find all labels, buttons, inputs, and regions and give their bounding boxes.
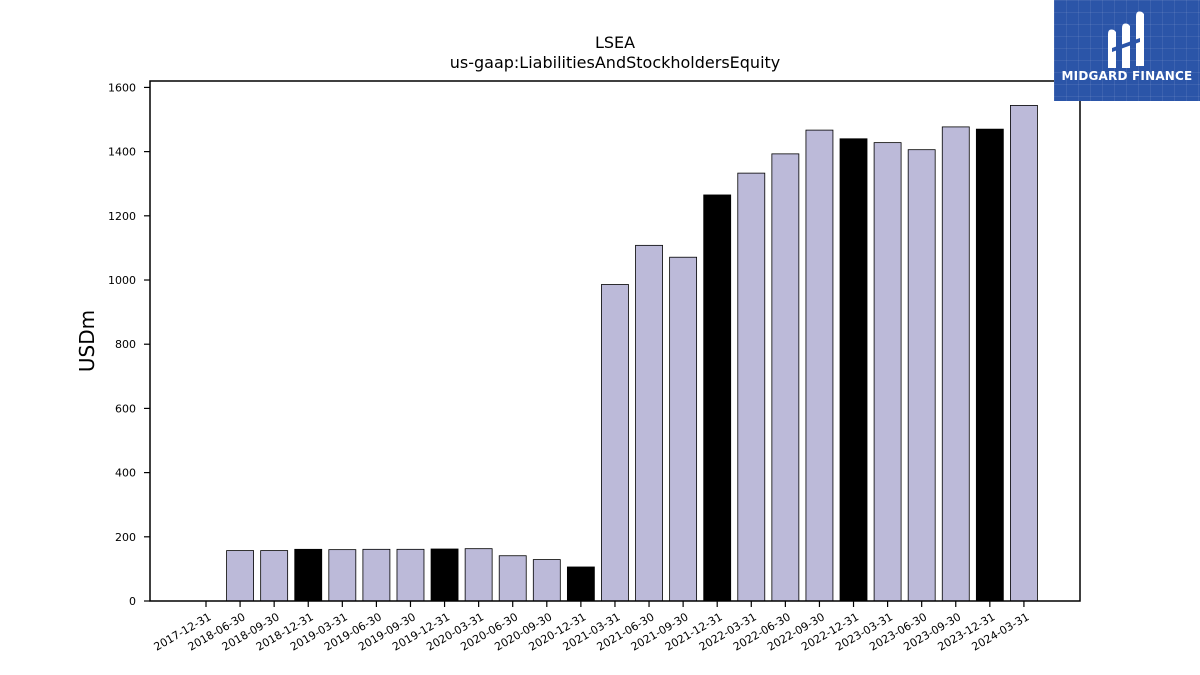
y-tick-label: 800 [115,338,136,351]
bar-2023-12-31 [975,128,1004,602]
bar-2022-12-31 [839,138,868,602]
plot-frame [149,80,1081,602]
bar-2022-03-31 [737,172,766,602]
y-tick-label: 1400 [108,146,136,159]
bar-2022-09-30 [805,129,834,602]
bar-2023-09-30 [941,126,970,602]
bar-2018-12-31 [294,548,323,602]
y-axis-label: USDm [75,310,99,372]
chart-subtitle: us-gaap:LiabilitiesAndStockholdersEquity [450,53,781,72]
bar-2019-12-31 [430,548,459,602]
bar-2018-09-30 [260,550,289,602]
brand-logo: MIDGARD FINANCE [1054,0,1200,101]
midgard-logo-icon [1108,11,1144,68]
bar-2020-06-30 [498,555,527,602]
bar-2019-09-30 [396,548,425,602]
y-tick-label: 600 [115,402,136,415]
bar-2021-12-31 [703,194,732,602]
bar-2019-03-31 [328,549,357,602]
bars [226,104,1038,602]
y-tick-label: 1000 [108,274,136,287]
bar-2020-12-31 [566,566,595,602]
chart-title: LSEA [595,33,635,52]
bar-2020-03-31 [464,548,493,602]
bar-2024-03-31 [1010,104,1038,602]
brand-name: MIDGARD FINANCE [1061,69,1193,83]
y-tick-label: 200 [115,531,136,544]
y-tick-label: 1200 [108,210,136,223]
bar-2018-06-30 [226,550,254,602]
bar-2023-03-31 [873,142,902,602]
bar-2022-06-30 [771,153,800,602]
bar-2021-06-30 [635,244,663,602]
bar-2021-03-31 [601,284,629,602]
bar-2020-09-30 [532,559,561,602]
bar-2023-06-30 [907,149,936,602]
y-axis-ticks: 0 200 400 600 800 1000 1200 1400 1600 [108,81,150,608]
bar-2019-06-30 [362,548,391,602]
y-tick-label: 0 [129,595,136,608]
y-tick-label: 1600 [108,81,136,94]
y-tick-label: 400 [115,467,136,480]
bar-2021-09-30 [669,256,698,602]
x-axis-ticks: 2017-12-312018-06-302018-09-302018-12-31… [152,601,1031,654]
